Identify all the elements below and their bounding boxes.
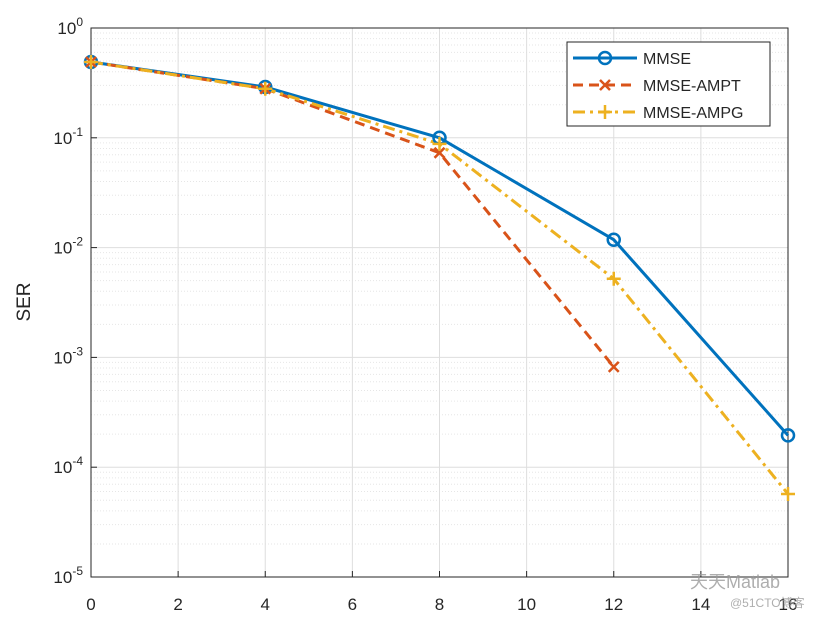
x-tick-label: 0 — [86, 595, 95, 614]
legend-label: MMSE-AMPT — [643, 78, 741, 95]
x-tick-label: 6 — [348, 595, 357, 614]
watermark: @51CTO博客 — [730, 595, 805, 610]
x-tick-label: 2 — [173, 595, 182, 614]
marker — [84, 55, 98, 70]
y-tick-label: 10-2 — [53, 235, 83, 258]
legend-marker — [597, 50, 613, 66]
x-tick-label: 16 — [779, 595, 798, 614]
y-tick-label: 100 — [57, 15, 83, 38]
x-tick-label: 10 — [517, 595, 536, 614]
marker — [606, 271, 621, 286]
y-tick-label: 10-3 — [53, 344, 83, 367]
legend: MMSE MMSE-AMPT MMSE-AMPG — [566, 41, 771, 127]
marker — [433, 146, 446, 159]
x-tick-label: 14 — [691, 595, 710, 614]
y-axis-label: SER — [14, 282, 35, 321]
axes-box — [90, 27, 789, 578]
watermark: 天天Matlab — [690, 572, 780, 592]
legend-marker — [598, 105, 612, 119]
legend-marker — [599, 79, 611, 91]
legend-label: MMSE-AMPG — [643, 105, 743, 122]
marker — [781, 487, 795, 502]
x-tick-label: 4 — [261, 595, 270, 614]
marker — [606, 232, 621, 247]
series-line — [90, 60, 615, 368]
y-tick-label: 10-5 — [53, 564, 83, 587]
x-tick-label: 12 — [604, 595, 623, 614]
marker — [432, 136, 447, 151]
legend-label: MMSE — [643, 51, 691, 68]
y-tick-label: 10-4 — [53, 454, 83, 477]
marker — [607, 360, 620, 373]
y-tick-label: 10-1 — [53, 125, 83, 148]
marker — [780, 428, 796, 443]
marker — [258, 81, 273, 96]
x-tick-label: 8 — [435, 595, 444, 614]
